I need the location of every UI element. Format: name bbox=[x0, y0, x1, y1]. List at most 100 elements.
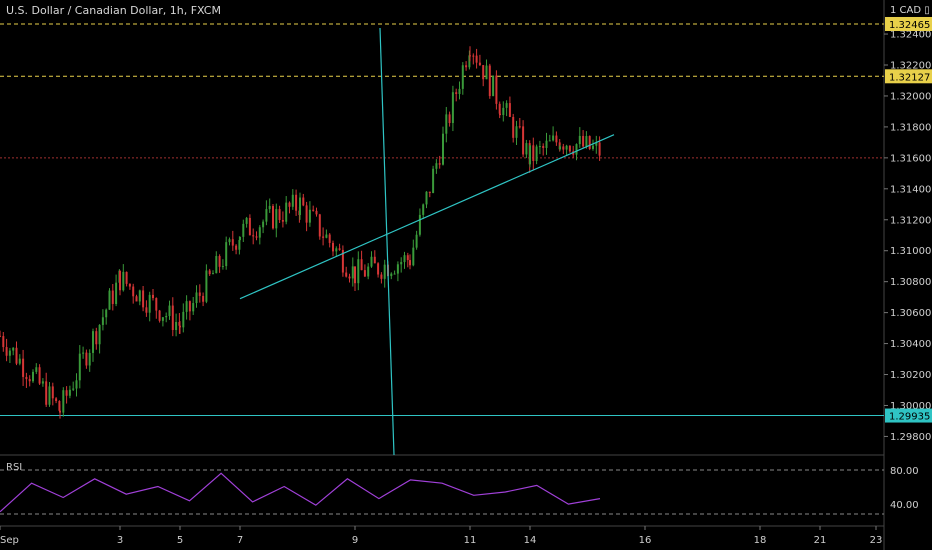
candle-body bbox=[492, 75, 495, 97]
candle-body bbox=[502, 107, 505, 116]
candle-body bbox=[518, 126, 521, 128]
y-tick-label: 1.29800 bbox=[890, 432, 931, 443]
candle-body bbox=[406, 255, 409, 261]
candle-body bbox=[111, 290, 114, 304]
y-tick-label: 1.30200 bbox=[890, 370, 931, 381]
price-level-tag bbox=[885, 69, 932, 84]
candle-body bbox=[315, 210, 318, 215]
candle-body bbox=[468, 55, 471, 68]
candle-body bbox=[318, 214, 321, 237]
candle-body bbox=[412, 247, 415, 266]
x-tick-label: 9 bbox=[352, 535, 358, 546]
candle-body bbox=[360, 259, 363, 271]
candle-body bbox=[345, 272, 348, 277]
candle-body bbox=[396, 264, 399, 274]
candle-body bbox=[302, 197, 305, 206]
candle-body bbox=[135, 296, 138, 302]
y-tick-label: 1.31800 bbox=[890, 122, 931, 133]
candle-body bbox=[22, 358, 25, 377]
candle-body bbox=[555, 135, 558, 143]
candle-body bbox=[125, 271, 128, 284]
candle-body bbox=[328, 234, 331, 243]
candle-body bbox=[72, 388, 75, 390]
candle-body bbox=[373, 256, 376, 264]
candle-body bbox=[529, 145, 531, 165]
candle-body bbox=[78, 353, 81, 381]
candle-body bbox=[68, 389, 71, 396]
candle-body bbox=[305, 205, 308, 223]
candle-body bbox=[175, 322, 178, 331]
candle-body bbox=[370, 256, 373, 267]
rsi-label: RSI bbox=[6, 462, 23, 473]
candle-body bbox=[538, 146, 541, 148]
candle-body bbox=[278, 209, 281, 220]
candle-body bbox=[455, 92, 458, 95]
candle-body bbox=[51, 386, 54, 399]
candle-body bbox=[95, 331, 98, 345]
candle-body bbox=[85, 352, 88, 366]
y-tick-label: 1.30000 bbox=[890, 401, 931, 412]
candle-body bbox=[383, 264, 386, 279]
candle-body bbox=[195, 292, 198, 304]
candle-body bbox=[62, 390, 65, 413]
candle-body bbox=[535, 146, 538, 161]
candle-body bbox=[15, 347, 18, 364]
candle-body bbox=[469, 55, 471, 57]
price-level-label: 1.32127 bbox=[889, 72, 930, 83]
rsi-tick-label: 40.00 bbox=[890, 500, 919, 511]
candle-body bbox=[5, 347, 8, 356]
candle-body bbox=[82, 352, 85, 354]
candle-body bbox=[221, 266, 224, 268]
candle-body bbox=[12, 347, 15, 351]
candle-body bbox=[0, 335, 1, 337]
candle-body bbox=[428, 191, 431, 193]
candle-body bbox=[522, 126, 525, 155]
price-level-tag bbox=[885, 408, 932, 423]
candle-body bbox=[448, 114, 451, 124]
candle-body bbox=[532, 145, 535, 161]
candle-body bbox=[351, 266, 354, 279]
candle-body bbox=[418, 214, 421, 235]
candle-body bbox=[98, 324, 101, 345]
candle-body bbox=[299, 197, 301, 216]
y-tick-label: 1.32200 bbox=[890, 61, 931, 72]
candle-body bbox=[138, 290, 141, 302]
candle-body bbox=[185, 301, 188, 312]
candle-body bbox=[45, 381, 48, 405]
y-tick-label: 1.31600 bbox=[890, 153, 931, 164]
candle-body bbox=[238, 240, 241, 250]
candle-body bbox=[485, 65, 488, 80]
candle-body bbox=[325, 234, 328, 238]
candle-body bbox=[202, 295, 205, 302]
candle-body bbox=[225, 242, 228, 267]
candle-body bbox=[508, 103, 511, 117]
candle-body bbox=[498, 103, 501, 114]
candle-body bbox=[438, 163, 441, 165]
y-tick-label: 1.32000 bbox=[890, 91, 931, 102]
candle-body bbox=[119, 270, 121, 291]
candle-body bbox=[332, 242, 334, 252]
candle-body bbox=[559, 146, 561, 150]
trend-line bbox=[239, 134, 615, 300]
x-tick-label: 18 bbox=[754, 535, 767, 546]
candle-body bbox=[295, 194, 298, 211]
candle-body bbox=[212, 273, 214, 275]
candle-body bbox=[258, 227, 261, 238]
candle-body bbox=[101, 317, 104, 325]
x-tick-label: 3 bbox=[117, 535, 123, 546]
candle-body bbox=[393, 273, 396, 275]
candle-body bbox=[245, 217, 248, 224]
candle-body bbox=[32, 371, 34, 382]
candle-body bbox=[252, 235, 255, 237]
y-tick-label: 1.30600 bbox=[890, 308, 931, 319]
candle-body bbox=[442, 133, 444, 165]
candle-body bbox=[145, 307, 148, 313]
candle-body bbox=[308, 209, 311, 223]
candle-body bbox=[288, 202, 291, 207]
candle-body bbox=[377, 263, 380, 275]
candle-body bbox=[165, 316, 168, 318]
x-tick-label: Sep bbox=[0, 535, 19, 546]
candle-body bbox=[75, 380, 78, 389]
candle-body bbox=[248, 217, 251, 236]
